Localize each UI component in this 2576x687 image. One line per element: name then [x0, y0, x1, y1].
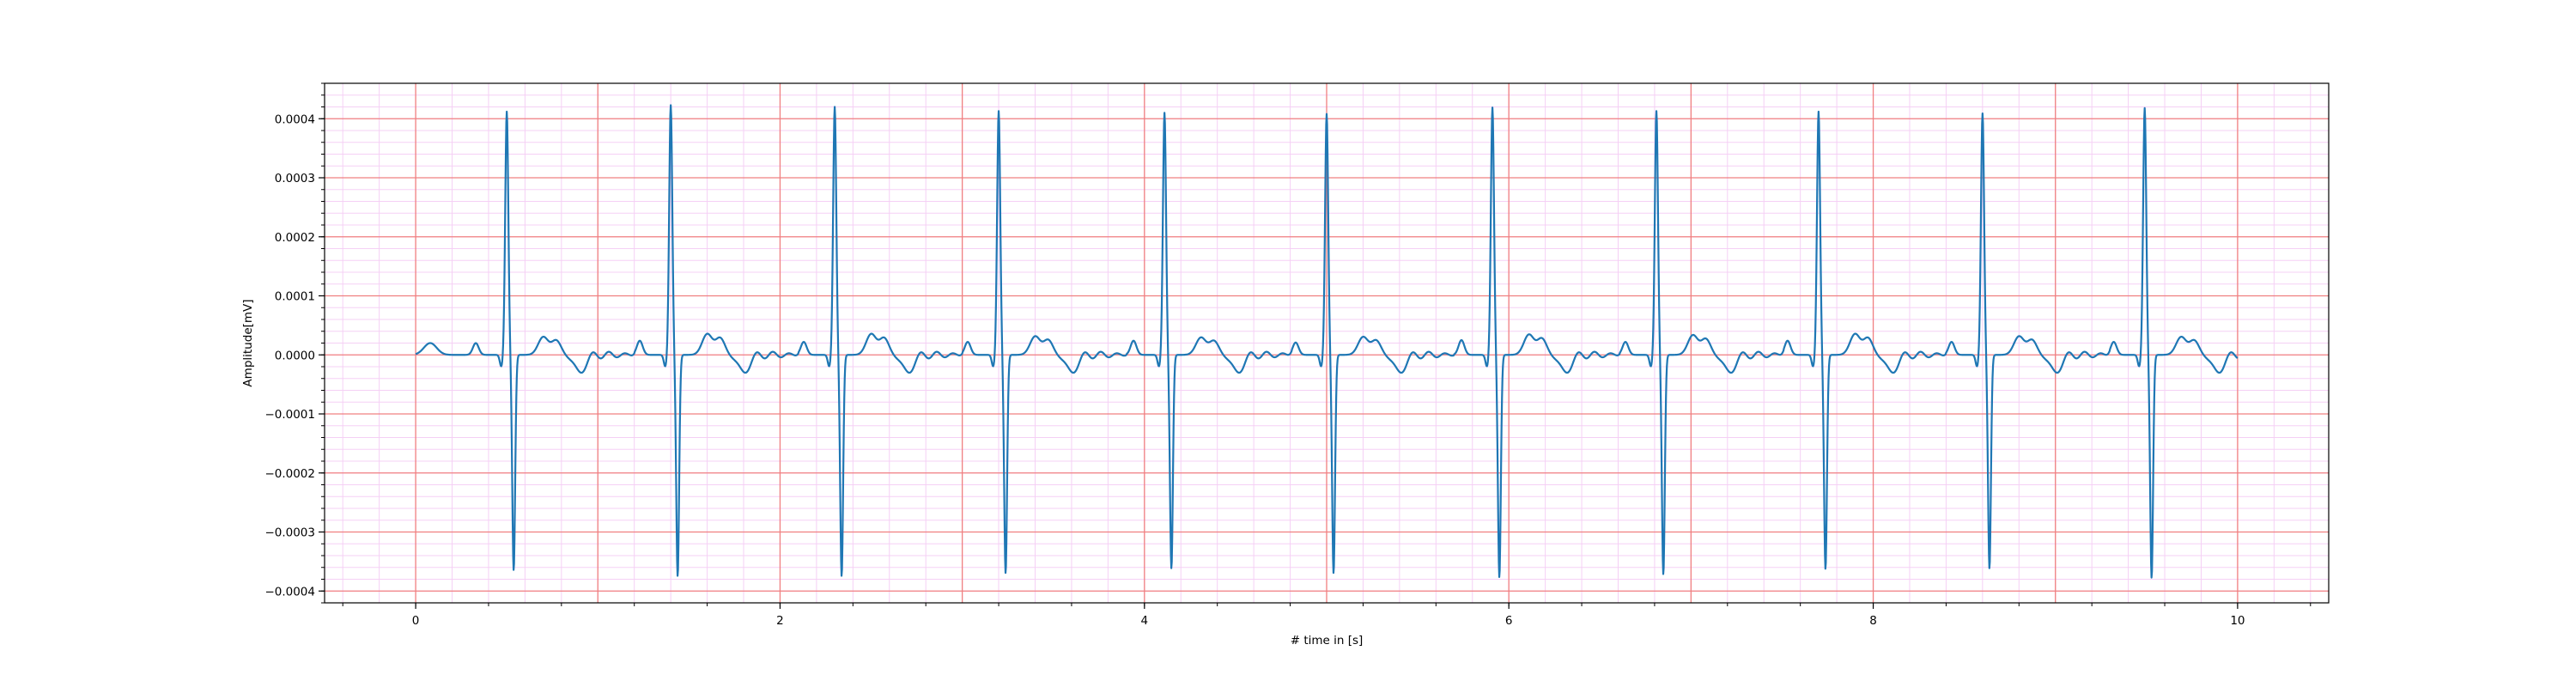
ecg-signal-line	[415, 104, 2239, 579]
y-axis: 0.0004 0.0003 0.0002 0.0001 0.0000 −0.0001 −0.…	[264, 82, 325, 604]
x-tick-label: 4	[1141, 614, 1149, 628]
x-axis: 0 2 4 6 8 10	[342, 603, 2312, 628]
x-tick-label: 6	[1505, 614, 1513, 628]
y-tick-label: −0.0004	[264, 585, 315, 599]
x-tick-label: 8	[1869, 614, 1877, 628]
y-tick-label: −0.0001	[264, 408, 315, 422]
y-tick-label: 0.0002	[275, 231, 315, 245]
y-tick-label: −0.0002	[264, 467, 315, 481]
y-tick-label: 0.0003	[275, 172, 315, 185]
y-tick-label: 0.0004	[275, 112, 315, 126]
x-axis-label: # time in [s]	[1291, 634, 1364, 647]
y-tick-label: −0.0003	[264, 526, 315, 540]
x-tick-label: 2	[776, 614, 784, 628]
y-tick-label: 0.0000	[275, 349, 315, 362]
y-tick-label: 0.0001	[275, 290, 315, 304]
y-axis-label: Amplitude[mV]	[241, 299, 255, 386]
x-tick-label: 10	[2230, 614, 2245, 628]
x-tick-label: 0	[412, 614, 420, 628]
